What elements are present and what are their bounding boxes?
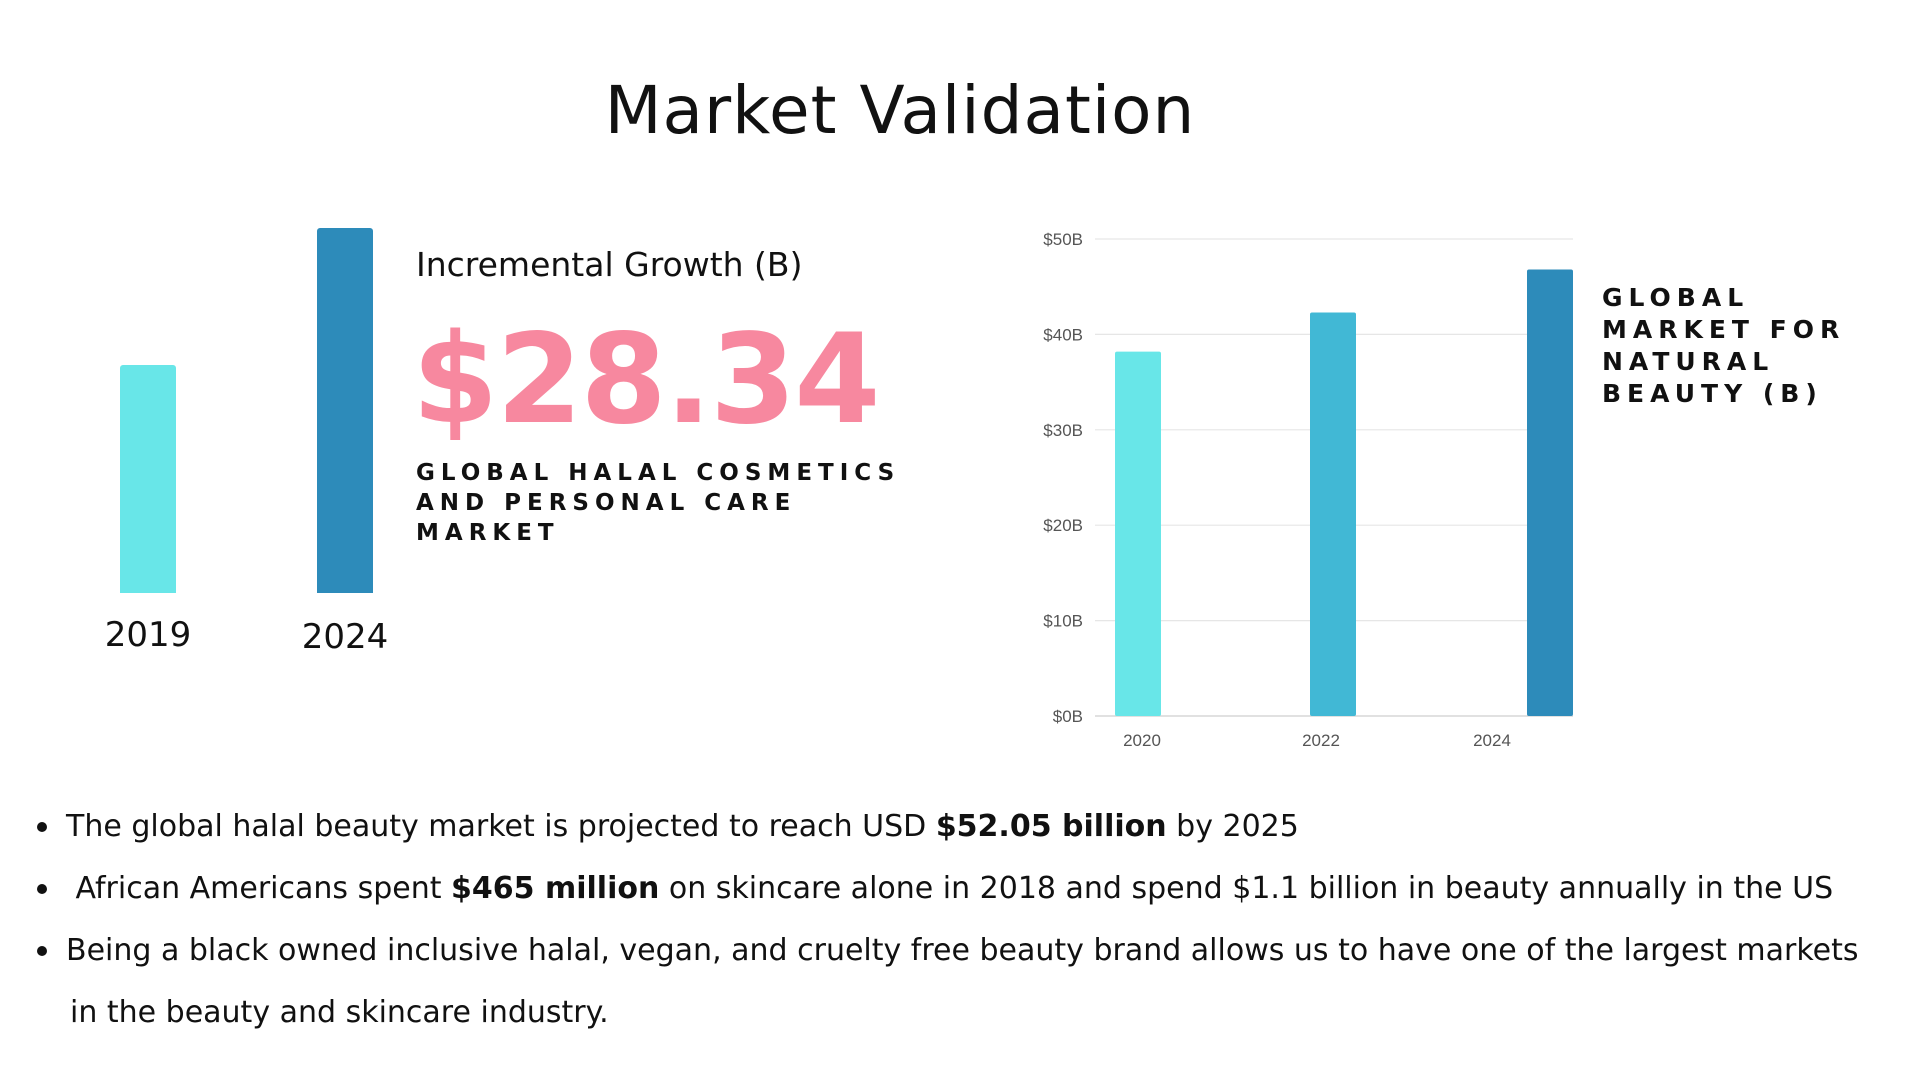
- bar-2022: [1310, 312, 1356, 716]
- x-tick-label: 2020: [1123, 731, 1161, 750]
- halal-market-caption: GLOBAL HALAL COSMETICS AND PERSONAL CARE…: [416, 458, 936, 548]
- bullet-bold: $465 million: [451, 871, 660, 906]
- y-tick-label: $0B: [1053, 707, 1083, 726]
- y-tick-label: $30B: [1043, 421, 1083, 440]
- y-tick-label: $20B: [1043, 516, 1083, 535]
- bullet-dot-icon: [37, 946, 47, 956]
- bullet-bold: $52.05 billion: [935, 809, 1167, 844]
- natural-beauty-chart: $0B $10B $20B $30B $40B $50B 2020 2022 2024: [1043, 230, 1573, 750]
- bullet-list: The global halal beauty market is projec…: [34, 796, 1894, 1044]
- natural-caption-line-2: MARKET FOR: [1602, 315, 1846, 344]
- growth-value: $28.34: [412, 308, 881, 452]
- page-title: Market Validation: [604, 72, 1196, 149]
- natural-beauty-caption: GLOBAL MARKET FOR NATURAL BEAUTY (B): [1602, 282, 1902, 410]
- halal-market-chart: 2019 2024: [0, 0, 900, 700]
- halal-caption-line-2: AND PERSONAL CARE MARKET: [416, 490, 797, 546]
- bullet-text: The global halal beauty market is projec…: [66, 809, 936, 844]
- bullet-dot-icon: [37, 884, 47, 894]
- y-tick-label: $10B: [1043, 612, 1083, 631]
- natural-caption-line-1: GLOBAL: [1602, 283, 1750, 312]
- bullet-item: Being a black owned inclusive halal, veg…: [34, 920, 1894, 1044]
- halal-caption-line-1: GLOBAL HALAL COSMETICS: [416, 460, 901, 486]
- bar-2020: [1115, 351, 1161, 716]
- natural-caption-line-3: NATURAL: [1602, 347, 1775, 376]
- bullet-text: by 2025: [1166, 809, 1299, 844]
- growth-label: Incremental Growth (B): [416, 245, 803, 284]
- x-tick-label: 2024: [1473, 731, 1511, 750]
- bullet-item: African Americans spent $465 million on …: [34, 858, 1894, 920]
- bullet-item: The global halal beauty market is projec…: [34, 796, 1894, 858]
- bullet-text: African Americans spent: [66, 871, 452, 906]
- year-label-2024: 2024: [301, 617, 389, 657]
- bar-2024: [1527, 269, 1573, 716]
- y-tick-label: $50B: [1043, 230, 1083, 249]
- year-label-2019: 2019: [104, 615, 192, 655]
- x-tick-label: 2022: [1302, 731, 1340, 750]
- bar-2019: [120, 364, 176, 593]
- bar-2024: [317, 228, 373, 593]
- bullet-text-continued: in the beauty and skincare industry.: [70, 995, 609, 1030]
- bullet-dot-icon: [37, 822, 47, 832]
- bullet-text: on skincare alone in 2018 and spend $1.1…: [659, 871, 1834, 906]
- y-tick-label: $40B: [1043, 325, 1083, 344]
- natural-caption-line-4: BEAUTY (B): [1602, 379, 1823, 408]
- bullet-text: Being a black owned inclusive halal, veg…: [66, 933, 1859, 968]
